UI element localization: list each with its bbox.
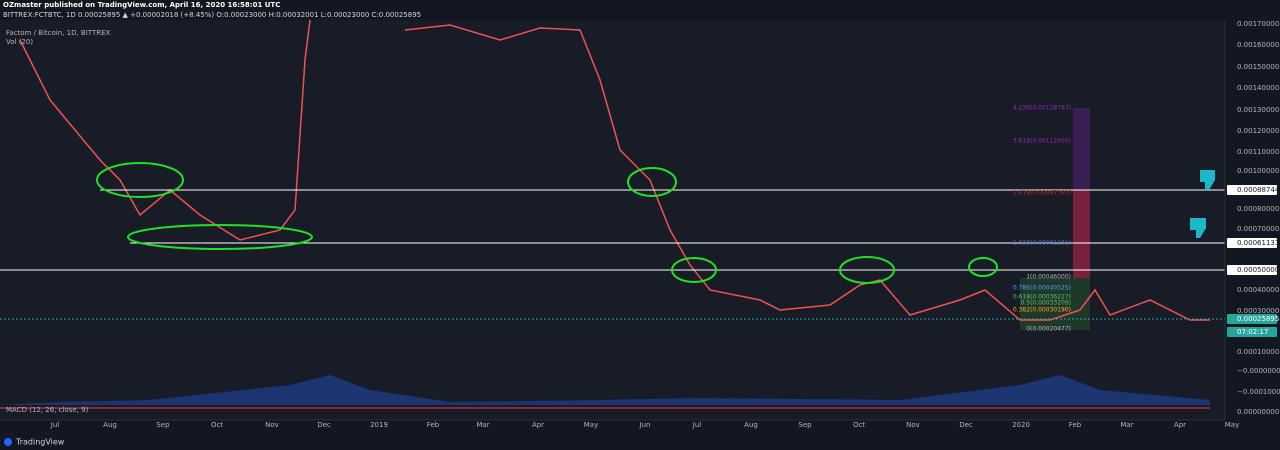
time-label: Mar [476, 421, 489, 429]
footer-brand: TradingView [15, 438, 65, 447]
fib-level-label: 0(0.00020477) [1026, 326, 1071, 333]
price-label: 0.00130000 [1237, 106, 1279, 114]
time-label: Mar [1120, 421, 1133, 429]
circle [968, 257, 998, 277]
time-label: Oct [211, 421, 223, 429]
price-label-box [1227, 265, 1277, 275]
fib-level-label: 0.786(0.00040525) [1013, 285, 1071, 292]
price-label: 0.00070000 [1237, 225, 1279, 233]
time-label: Sep [798, 421, 812, 429]
publisher: OZmaster published on TradingView.com, A… [3, 1, 280, 9]
price-label-box [1227, 185, 1277, 195]
time-label: Apr [1174, 421, 1186, 429]
price-label: 0.00050000 [1237, 266, 1279, 274]
time-label: 2019 [370, 421, 388, 429]
circle [671, 257, 717, 283]
time-label: Nov [906, 421, 920, 429]
circle [96, 162, 184, 198]
time-label: 2020 [1012, 421, 1030, 429]
price-label-box [1227, 238, 1277, 248]
fib-level-label: 0.618(0.00036227) [1013, 294, 1071, 301]
price-line [404, 24, 1210, 321]
annotations [96, 162, 998, 284]
fib-level-label: 1(0.00046000) [1026, 274, 1071, 281]
price-label-box [1227, 327, 1277, 337]
price-label: 0.00000000 [1237, 408, 1279, 416]
price-label: 0.00025895 [1237, 315, 1279, 323]
time-label: Jul [692, 421, 702, 429]
price-axis [1225, 0, 1280, 450]
price-label-box [1227, 314, 1277, 324]
price-label: 0.00088744 [1237, 186, 1280, 194]
legend-title: Factom / Bitcoin, 1D, BITTREX [6, 29, 111, 37]
fib-level-label: 0.382(0.00030190) [1013, 307, 1071, 314]
hand-icon [1200, 170, 1215, 190]
time-label: Feb [1069, 421, 1082, 429]
chart-pane [0, 20, 1225, 420]
time-label: Dec [959, 421, 973, 429]
circle [839, 256, 895, 284]
time-label: Aug [103, 421, 117, 429]
fib-level-label: 2.618(0.00087393) [1013, 190, 1071, 197]
fib-level-label: 0.5(0.00033209) [1021, 300, 1072, 307]
price-label: 0.00030000 [1237, 307, 1279, 315]
hand-icons [1190, 170, 1215, 238]
price-label: −0.00010000 [1237, 388, 1280, 396]
price-label: 07:02:17 [1237, 328, 1268, 336]
price-label: −0.00000000 [1237, 367, 1280, 375]
price-label: 0.00040000 [1237, 286, 1279, 294]
price-label: 0.00170000 [1237, 20, 1279, 28]
price-label: 0.00080000 [1237, 205, 1279, 213]
time-label: Oct [853, 421, 865, 429]
circle [627, 167, 677, 197]
price-label: 0.00120000 [1237, 127, 1279, 135]
volume-area [0, 375, 1210, 405]
time-label: Feb [427, 421, 440, 429]
time-label: Jul [50, 421, 60, 429]
fib-extension-upper [1073, 108, 1090, 278]
price-label: 0.00010000 [1237, 348, 1279, 356]
time-label: May [584, 421, 598, 429]
legend-macd: MACD (12, 26, close, 9) [6, 406, 89, 414]
fib-extension-mid [1073, 190, 1090, 278]
time-label: Jun [639, 421, 651, 429]
price-line [19, 19, 311, 241]
price-label: 0.00140000 [1237, 84, 1279, 92]
time-label: Nov [265, 421, 279, 429]
time-label: Apr [532, 421, 544, 429]
fib-retracement [1020, 278, 1090, 330]
price-label: 0.00110000 [1237, 148, 1279, 156]
fib-level-label: 4.236(0.00128787) [1013, 105, 1071, 112]
time-label: Aug [744, 421, 758, 429]
hand-icon [1190, 218, 1206, 238]
legend-volume: Vol (20) [6, 38, 33, 46]
brand-logo [4, 438, 12, 446]
circle [127, 224, 313, 250]
time-label: May [1225, 421, 1239, 429]
time-label: Sep [156, 421, 170, 429]
price-label: 0.00100000 [1237, 167, 1279, 175]
price-label: 0.00061131 [1237, 239, 1279, 247]
price-label: 0.00150000 [1237, 63, 1279, 71]
price-label: 0.00160000 [1237, 41, 1279, 49]
time-label: Dec [317, 421, 331, 429]
fib-level-label: 3.618(0.00112916) [1013, 138, 1071, 145]
fib-level-label: 1.618(0.00061131) [1013, 240, 1071, 247]
symbol-line: BITTREX:FCTBTC, 1D 0.00025895 ▲ +0.00002… [3, 11, 421, 19]
